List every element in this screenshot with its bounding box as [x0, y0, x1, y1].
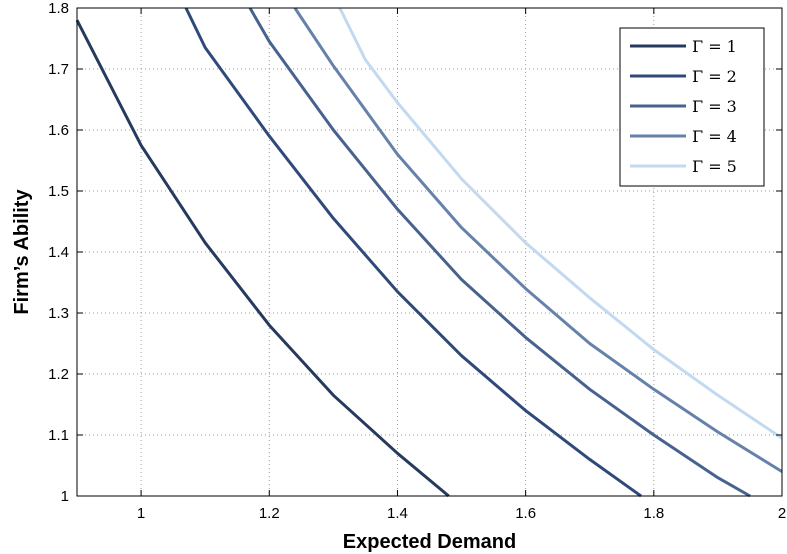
y-axis-title: Firm’s Ability — [11, 189, 33, 315]
x-axis-title: Expected Demand — [343, 531, 516, 553]
legend-label-5: Γ = 5 — [692, 157, 737, 176]
legend: Γ = 1 Γ = 2 Γ = 3 Γ = 4 Γ = 5 — [619, 27, 765, 187]
legend-label-3: Γ = 3 — [692, 97, 737, 116]
y-tick-label: 1 — [61, 488, 69, 505]
y-tick-label: 1.7 — [48, 61, 69, 78]
y-tick-label: 1.3 — [48, 305, 69, 322]
y-tick-label: 1.4 — [48, 244, 69, 261]
legend-label-4: Γ = 4 — [692, 127, 737, 146]
series-layer — [75, 7, 783, 498]
series-line-3 — [248, 7, 751, 498]
x-tick-label: 1.4 — [387, 505, 408, 522]
series-line-4 — [293, 7, 783, 473]
y-tick-label: 1.2 — [48, 366, 69, 383]
y-tick-label: 1.6 — [48, 122, 69, 139]
x-tick-label: 1.8 — [643, 505, 664, 522]
x-tick-label: 2 — [778, 505, 786, 522]
legend-label-1: Γ = 1 — [692, 37, 737, 56]
x-tick-label: 1.6 — [515, 505, 536, 522]
x-tick-labels: 1 1.2 1.4 1.6 1.8 2 — [137, 505, 786, 522]
y-tick-label: 1.8 — [48, 0, 69, 17]
x-tick-label: 1.2 — [259, 505, 280, 522]
legend-label-2: Γ = 2 — [692, 67, 737, 86]
y-tick-label: 1.5 — [48, 183, 69, 200]
series-line-1 — [75, 19, 450, 498]
x-tick-label: 1 — [137, 505, 145, 522]
series-line-2 — [184, 7, 642, 498]
y-tick-labels: 1 1.1 1.2 1.3 1.4 1.5 1.6 1.7 1.8 — [48, 0, 69, 505]
series-line-5 — [338, 7, 783, 440]
axis-ticks — [77, 7, 783, 497]
y-tick-label: 1.1 — [48, 427, 69, 444]
